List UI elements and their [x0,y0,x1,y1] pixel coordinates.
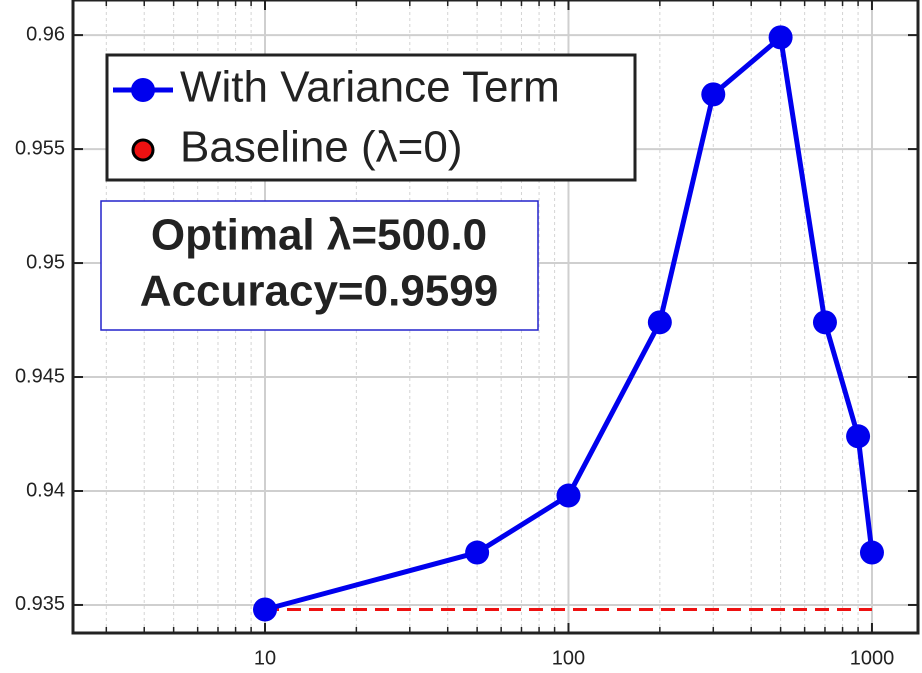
annotation-box [100,200,539,331]
legend-label: With Variance Term [180,63,560,112]
data-point [252,597,277,622]
data-point [768,25,793,50]
x-tick-label: 10 [254,647,276,669]
legend: With Variance Term Baseline (λ=0) [105,53,637,182]
y-tick-label: 0.945 [15,365,65,387]
legend-box [105,53,637,182]
data-point [465,540,490,565]
y-tick-label: 0.94 [26,479,65,501]
legend-marker [131,138,155,162]
data-point [647,310,672,335]
y-tick-label: 0.955 [15,137,65,159]
legend-label: Baseline (λ=0) [180,123,462,172]
data-point [846,424,871,449]
data-point [859,540,884,565]
annotation-text: Optimal λ=500.0 [151,211,487,260]
y-tick-label: 0.935 [15,593,65,615]
legend-marker [131,78,155,102]
x-tick-label: 1000 [850,647,895,669]
y-tick-label: 0.95 [26,251,65,273]
annotation-text: Accuracy=0.9599 [140,267,498,316]
x-tick-label: 100 [552,647,585,669]
data-point [812,310,837,335]
y-tick-label: 0.96 [26,23,65,45]
plot-frame [71,0,920,635]
data-point [556,483,581,508]
data-point [701,82,726,107]
